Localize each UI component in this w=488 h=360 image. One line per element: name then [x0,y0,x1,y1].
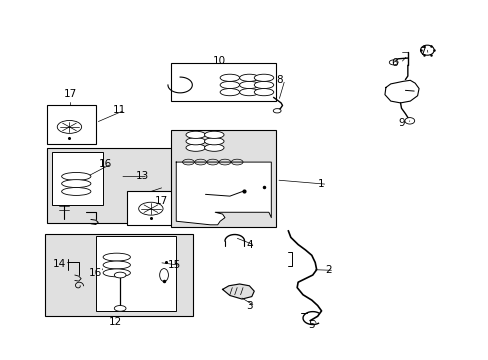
Ellipse shape [182,159,194,165]
Text: 7: 7 [418,47,425,57]
Ellipse shape [103,253,130,261]
Text: 13: 13 [135,171,148,181]
Text: 15: 15 [168,260,181,270]
Text: 12: 12 [108,317,122,327]
Ellipse shape [194,159,206,165]
Text: 17: 17 [63,89,77,99]
Text: 4: 4 [245,240,252,250]
Bar [47,105,96,144]
Ellipse shape [57,121,81,134]
Ellipse shape [404,118,414,124]
Text: 16: 16 [89,267,102,278]
Bar [44,234,193,316]
Ellipse shape [61,172,91,180]
Ellipse shape [159,269,168,282]
Ellipse shape [273,109,281,113]
Polygon shape [222,284,254,299]
Polygon shape [176,162,271,225]
Text: 16: 16 [99,159,112,169]
Ellipse shape [61,188,91,195]
Text: 11: 11 [112,105,125,115]
Ellipse shape [114,306,126,311]
Ellipse shape [388,60,397,65]
Ellipse shape [239,74,259,81]
Ellipse shape [254,89,273,96]
Ellipse shape [206,159,218,165]
Text: 17: 17 [155,196,168,206]
Text: 5: 5 [308,320,314,330]
Polygon shape [384,80,418,103]
Ellipse shape [103,269,130,277]
Ellipse shape [420,45,433,55]
Ellipse shape [61,180,91,188]
Text: 8: 8 [275,75,282,85]
Ellipse shape [254,74,273,81]
Text: 6: 6 [390,58,397,68]
Ellipse shape [185,131,205,138]
Text: 3: 3 [245,301,252,311]
Text: 10: 10 [212,56,225,66]
Ellipse shape [220,89,239,96]
Text: 14: 14 [53,259,66,269]
Text: 1: 1 [318,179,324,189]
Ellipse shape [239,89,259,96]
Ellipse shape [254,81,273,89]
Ellipse shape [185,138,205,145]
Ellipse shape [185,144,205,151]
Ellipse shape [139,202,163,215]
Ellipse shape [204,144,224,151]
Ellipse shape [204,131,224,138]
Bar [171,130,276,226]
Ellipse shape [219,159,230,165]
Ellipse shape [204,138,224,145]
Ellipse shape [103,261,130,269]
Ellipse shape [239,81,259,89]
Ellipse shape [220,81,239,89]
Text: 9: 9 [397,118,404,128]
Ellipse shape [114,272,126,278]
Ellipse shape [231,159,243,165]
Ellipse shape [220,74,239,81]
Bar [127,191,176,225]
Bar [47,148,176,223]
Bar [171,63,276,101]
Bar [52,152,103,205]
Bar [96,235,176,311]
Text: 2: 2 [325,265,331,275]
